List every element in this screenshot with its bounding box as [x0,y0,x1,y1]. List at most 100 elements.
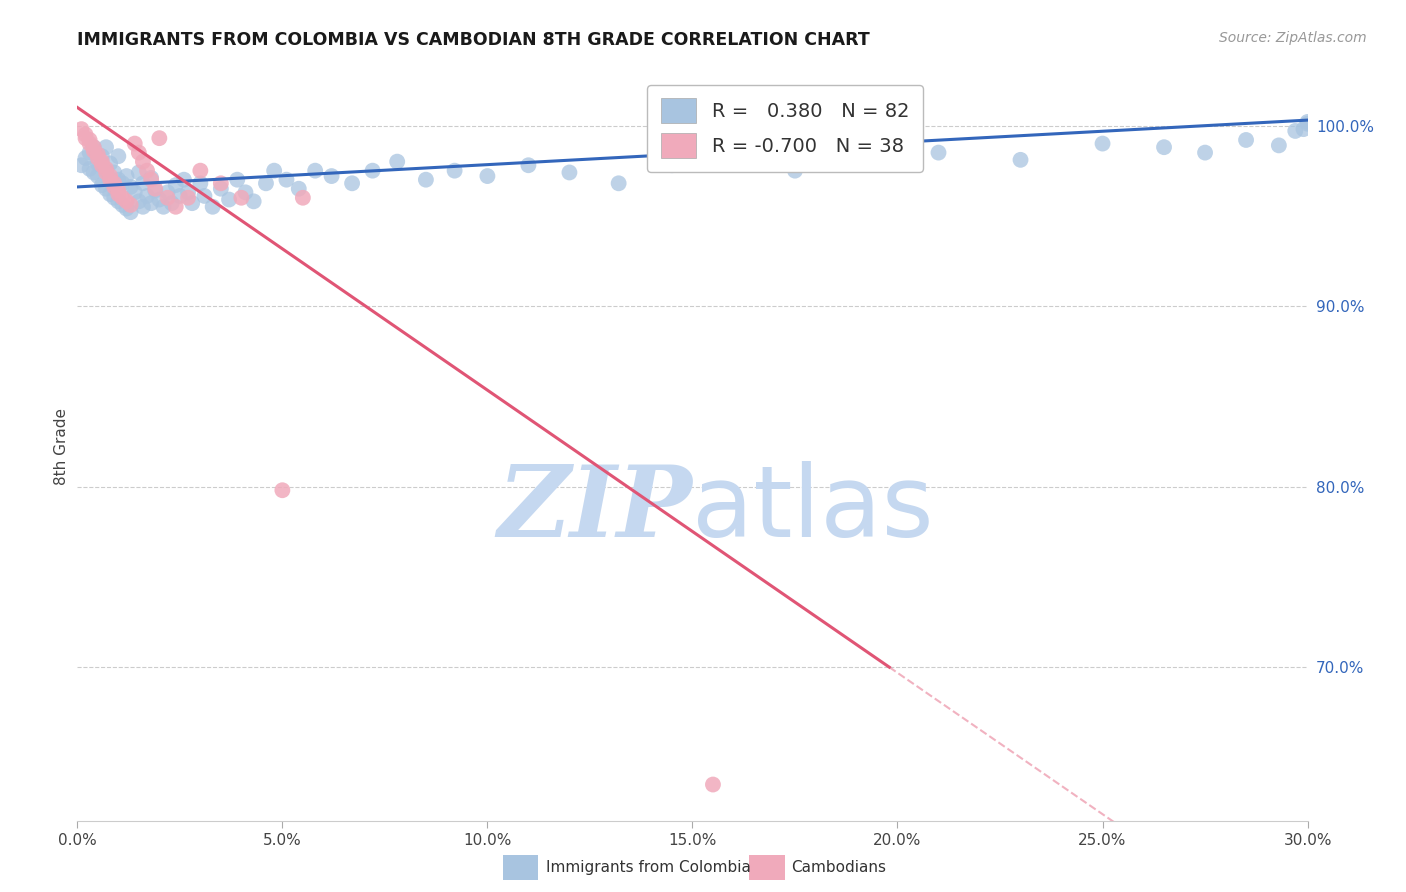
Point [94,182,117,196]
Point [115,194,138,209]
Point [385,154,409,169]
Point [132,154,155,169]
Text: Immigrants from Colombia: Immigrants from Colombia [546,860,751,874]
Point [90,154,114,169]
Point [83,144,105,158]
Legend: R =   0.380   N = 82, R = -0.700   N = 38: R = 0.380 N = 82, R = -0.700 N = 38 [647,85,922,172]
Point [90,149,114,163]
Point [165,200,187,214]
Point [288,182,311,196]
Point [1153,140,1175,154]
Point [87,156,110,170]
Point [1091,136,1114,151]
Point [254,176,277,190]
Point [120,205,142,219]
Point [128,145,150,160]
Point [87,151,110,165]
Point [120,198,142,212]
Point [111,191,134,205]
Point [276,172,298,186]
Point [128,194,150,209]
Point [94,161,117,176]
Point [321,169,343,183]
Point [75,131,97,145]
Point [75,128,97,142]
Point [148,131,170,145]
Point [443,163,465,178]
Point [136,163,159,178]
Point [209,176,232,190]
Point [98,187,121,202]
Point [226,172,249,186]
Point [188,163,212,178]
Point [141,170,163,185]
Point [107,194,129,209]
Point [94,165,117,179]
Point [87,147,110,161]
Text: IMMIGRANTS FROM COLOMBIA VS CAMBODIAN 8TH GRADE CORRELATION CHART: IMMIGRANTS FROM COLOMBIA VS CAMBODIAN 8T… [77,31,870,49]
Text: Cambodians: Cambodians [792,860,887,874]
Point [136,189,159,203]
Point [132,200,155,214]
Point [361,163,384,178]
Point [148,193,170,207]
Point [115,169,138,183]
Point [193,189,215,203]
Point [165,178,187,193]
Point [173,172,195,186]
Point [98,156,121,170]
Point [340,176,363,190]
Point [188,176,212,190]
Point [90,158,114,172]
Text: ZIP: ZIP [498,461,693,558]
Point [271,483,294,498]
Point [103,180,125,194]
Y-axis label: 8th Grade: 8th Grade [53,408,69,484]
Text: Source: ZipAtlas.com: Source: ZipAtlas.com [1219,31,1367,45]
Point [1296,115,1319,129]
Point [94,140,117,154]
Point [1292,122,1315,136]
Point [128,165,150,179]
Point [143,184,166,198]
Point [218,193,240,207]
Point [70,158,93,172]
Point [1234,133,1257,147]
Point [181,196,204,211]
Point [304,163,326,178]
Point [90,178,114,193]
Point [177,191,200,205]
Point [1268,138,1291,153]
Point [152,200,174,214]
Point [107,149,129,163]
Point [477,169,499,183]
Point [201,200,224,214]
Point [558,165,581,179]
Point [103,165,125,179]
Point [79,161,101,176]
Point [607,176,630,190]
Point [517,158,540,172]
Point [83,140,105,154]
Point [79,133,101,147]
Point [132,176,155,190]
Point [94,163,117,178]
Point [156,186,179,200]
Point [723,151,745,165]
Point [928,145,950,160]
Point [177,186,200,200]
Point [845,156,868,170]
Point [156,191,179,205]
Point [1296,117,1319,131]
Point [87,169,110,183]
Point [124,136,146,151]
Text: atlas: atlas [693,461,934,558]
Point [661,158,683,172]
Point [209,182,232,196]
Point [70,122,93,136]
Point [124,186,146,200]
Point [83,140,105,154]
Point [1010,153,1032,167]
Point [1194,145,1216,160]
Point [702,778,724,792]
